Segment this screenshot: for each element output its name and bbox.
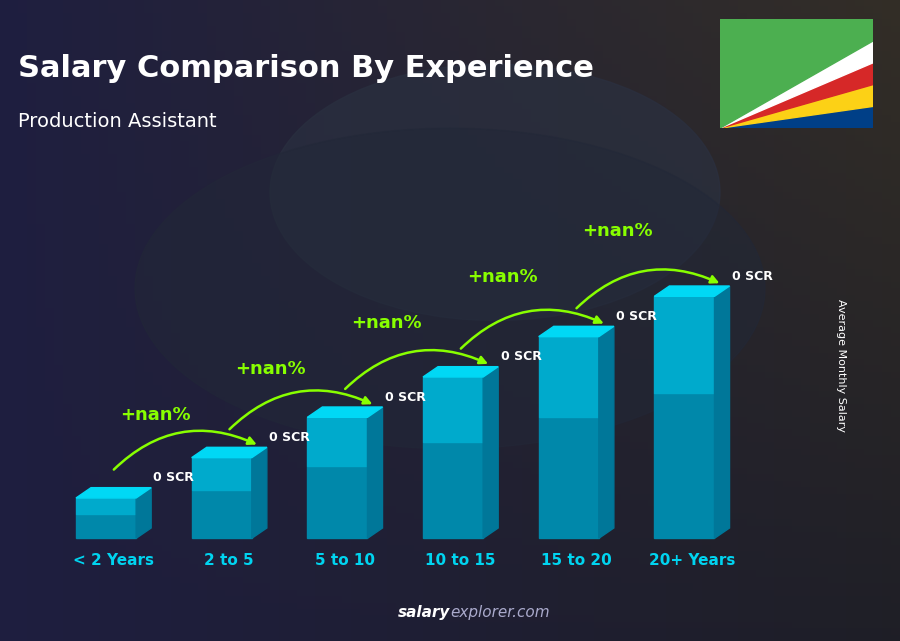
Text: Production Assistant: Production Assistant [18, 112, 217, 131]
Bar [192, 458, 252, 490]
Text: +nan%: +nan% [236, 360, 306, 378]
Text: < 2 Years: < 2 Years [73, 553, 154, 568]
Text: 20+ Years: 20+ Years [649, 553, 735, 568]
Polygon shape [367, 407, 382, 538]
Text: salary: salary [398, 604, 450, 620]
Text: Salary Comparison By Experience: Salary Comparison By Experience [18, 54, 594, 83]
Polygon shape [720, 19, 873, 128]
Ellipse shape [135, 128, 765, 449]
Text: 2 to 5: 2 to 5 [204, 553, 254, 568]
Bar [307, 466, 367, 538]
Bar [539, 417, 599, 538]
Polygon shape [423, 367, 499, 377]
Text: +nan%: +nan% [467, 268, 537, 286]
Text: 0 SCR: 0 SCR [732, 270, 773, 283]
Text: 0 SCR: 0 SCR [616, 310, 657, 323]
Polygon shape [76, 488, 151, 498]
FancyBboxPatch shape [717, 16, 876, 131]
Bar [654, 296, 715, 393]
Polygon shape [654, 286, 730, 296]
Polygon shape [252, 447, 266, 538]
Bar [539, 337, 599, 417]
Text: 0 SCR: 0 SCR [154, 471, 194, 485]
Polygon shape [307, 407, 382, 417]
Text: 15 to 20: 15 to 20 [541, 553, 612, 568]
Polygon shape [136, 488, 151, 538]
Polygon shape [598, 326, 614, 538]
Bar [423, 377, 483, 442]
Polygon shape [720, 19, 873, 128]
Text: +nan%: +nan% [120, 406, 191, 424]
Polygon shape [715, 286, 730, 538]
Bar [76, 514, 136, 538]
Text: 0 SCR: 0 SCR [500, 351, 542, 363]
Text: 10 to 15: 10 to 15 [426, 553, 496, 568]
Polygon shape [720, 19, 873, 128]
Text: explorer.com: explorer.com [450, 604, 550, 620]
Polygon shape [720, 19, 873, 128]
Polygon shape [720, 19, 873, 128]
Text: +nan%: +nan% [582, 222, 653, 240]
Bar [76, 498, 136, 514]
Bar [192, 490, 252, 538]
Bar [423, 442, 483, 538]
Polygon shape [539, 326, 614, 337]
Ellipse shape [270, 64, 720, 321]
Bar [654, 393, 715, 538]
Text: +nan%: +nan% [351, 314, 422, 332]
Text: 0 SCR: 0 SCR [269, 431, 310, 444]
Polygon shape [192, 447, 266, 458]
Text: 5 to 10: 5 to 10 [315, 553, 375, 568]
Polygon shape [483, 367, 499, 538]
Text: Average Monthly Salary: Average Monthly Salary [836, 299, 847, 432]
Bar [307, 417, 367, 466]
Text: 0 SCR: 0 SCR [385, 391, 426, 404]
